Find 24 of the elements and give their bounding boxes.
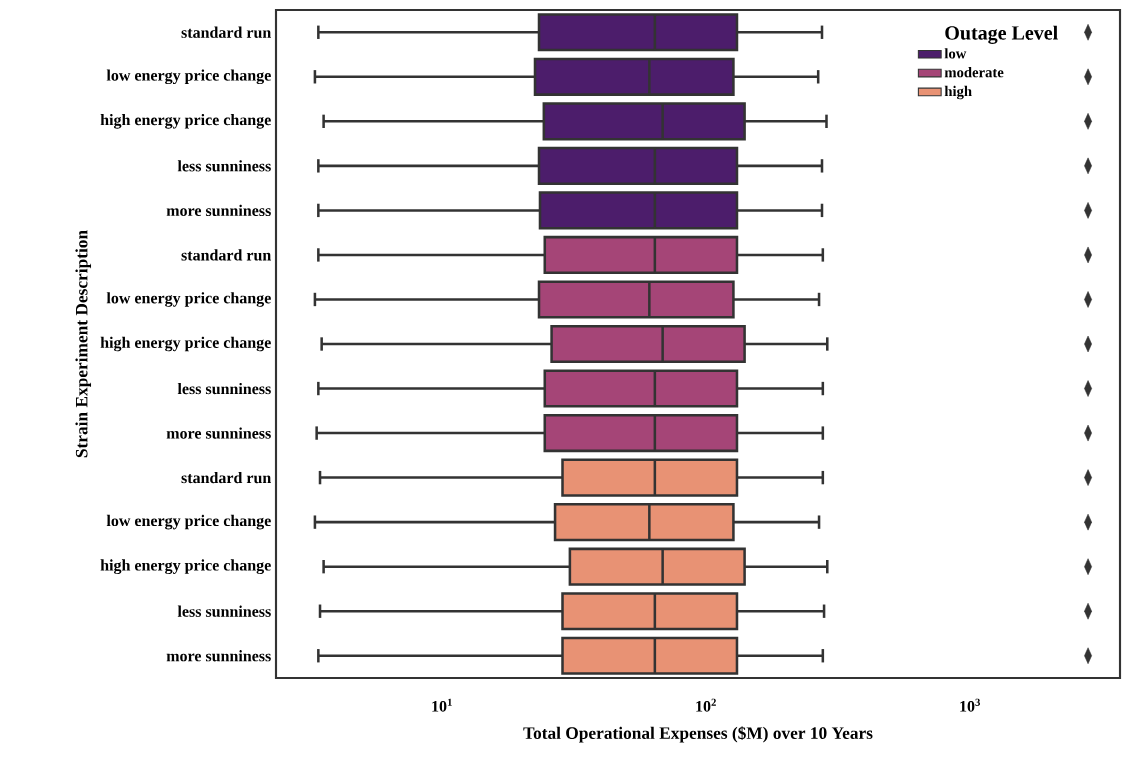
legend-label: moderate <box>944 67 1004 78</box>
y-tick-label: standard run <box>181 26 272 38</box>
y-tick-label: less sunniness <box>177 382 271 395</box>
x-tick-label: 10$^{2}$ <box>696 698 716 712</box>
y-tick-label: standard run <box>181 471 272 484</box>
legend-title: Outage Level <box>945 25 1058 44</box>
y-axis-title: Strain Experiment Description <box>75 230 92 458</box>
y-tick-label: high energy price change <box>100 114 271 129</box>
y-tick-label: low energy price change <box>106 292 271 307</box>
legend-label: low <box>944 48 967 59</box>
x-axis-title: Total Operational Expenses ($M) over 10 Years <box>523 726 873 743</box>
y-tick-label: low energy price change <box>106 69 271 85</box>
y-tick-label: less sunniness <box>177 160 271 172</box>
x-tick-label: 10$^{3}$ <box>960 698 980 712</box>
y-tick-label: more sunniness <box>166 204 271 217</box>
x-tick-label: 10$^{1}$ <box>432 698 452 712</box>
legend-label: high <box>944 85 972 100</box>
y-tick-label: standard run <box>181 249 272 261</box>
y-tick-label: high energy price change <box>100 336 271 352</box>
y-tick-label: less sunniness <box>177 605 271 617</box>
y-tick-label: more sunniness <box>166 650 271 662</box>
y-tick-label: high energy price change <box>100 559 271 574</box>
y-tick-label: more sunniness <box>166 427 271 439</box>
y-tick-label: low energy price change <box>106 514 271 530</box>
